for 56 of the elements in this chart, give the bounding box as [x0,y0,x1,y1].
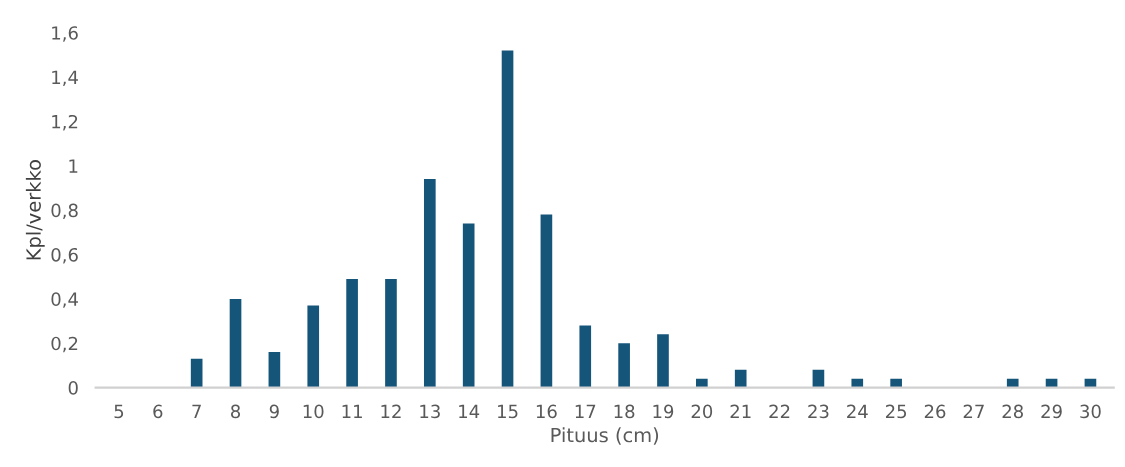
y-tick-label: 0,4 [51,292,78,308]
y-tick-label: 0 [68,381,78,395]
x-tick-label: 25 [885,404,907,419]
x-tick-label: 30 [1080,404,1101,419]
bar [540,214,553,388]
bar [812,369,825,388]
bar [385,278,397,388]
x-tick-label: 24 [847,404,868,418]
x-tick-label: 6 [153,404,163,419]
bar [501,50,514,388]
bar [657,334,669,388]
x-tick-label: 8 [231,404,241,419]
x-tick-label: 9 [269,404,279,419]
bar [268,352,281,388]
x-tick-label: 20 [691,404,713,419]
y-tick-label: 0,8 [51,203,78,220]
x-tick-label: 17 [575,404,596,418]
x-tick-label: 5 [114,404,124,419]
bar [346,278,358,388]
x-tick-label: 21 [730,404,751,418]
y-tick-label: 1,2 [52,114,78,131]
bar [696,378,708,388]
bar [579,325,592,388]
bar [618,343,630,388]
y-tick-label: 0,6 [51,247,78,264]
x-tick-label: 23 [808,404,829,419]
x-tick-label: 14 [459,404,480,418]
bar [851,378,864,388]
x-axis-title: Pituus (cm) [551,427,659,445]
x-tick-label: 13 [420,404,440,419]
x-tick-label: 28 [1002,404,1023,419]
bar [734,369,747,388]
bar [462,223,475,388]
y-tick-label: 1,6 [52,26,78,42]
x-tick-label: 18 [614,404,635,419]
x-tick-label: 7 [192,404,201,418]
x-tick-label: 15 [498,404,518,419]
x-tick-label: 27 [963,404,984,418]
x-tick-label: 11 [342,404,362,418]
bar [890,378,902,388]
x-tick-label: 26 [924,404,946,419]
x-tick-label: 10 [303,404,324,419]
bar [307,305,320,388]
bar [423,179,436,388]
y-tick-label: 1 [69,159,78,173]
x-tick-label: 29 [1041,404,1062,419]
bar [1006,378,1019,388]
y-tick-label: 1,4 [52,70,78,87]
x-tick-label: 16 [536,404,557,419]
x-tick-label: 22 [769,404,790,418]
bar [190,358,203,388]
y-tick-label: 0,2 [51,336,78,353]
x-tick-label: 19 [653,404,674,419]
x-tick-label: 12 [381,404,401,418]
bar [229,298,242,388]
y-axis-title: Kpl/verkko [25,160,45,260]
